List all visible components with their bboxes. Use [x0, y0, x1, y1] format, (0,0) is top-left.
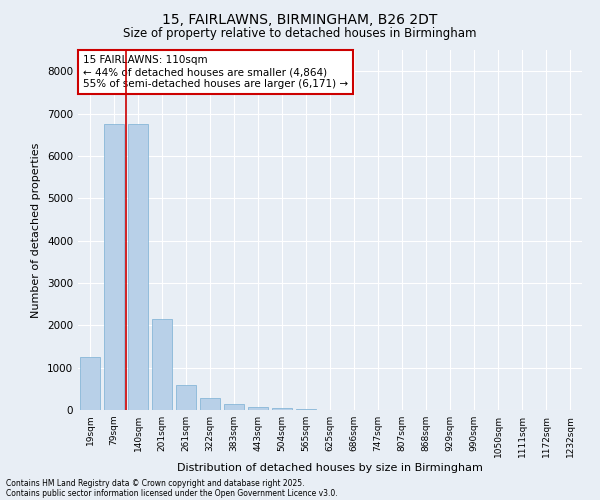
- Bar: [296, 409, 316, 410]
- Y-axis label: Number of detached properties: Number of detached properties: [31, 142, 41, 318]
- Text: Size of property relative to detached houses in Birmingham: Size of property relative to detached ho…: [123, 28, 477, 40]
- Bar: [248, 407, 268, 410]
- Bar: [272, 408, 292, 410]
- Text: Contains public sector information licensed under the Open Government Licence v3: Contains public sector information licen…: [6, 488, 338, 498]
- Bar: [104, 124, 124, 410]
- Bar: [176, 384, 196, 410]
- Bar: [128, 124, 148, 410]
- Bar: [200, 398, 220, 410]
- X-axis label: Distribution of detached houses by size in Birmingham: Distribution of detached houses by size …: [177, 462, 483, 472]
- Bar: [152, 319, 172, 410]
- Bar: [224, 404, 244, 410]
- Bar: [80, 357, 100, 410]
- Text: Contains HM Land Registry data © Crown copyright and database right 2025.: Contains HM Land Registry data © Crown c…: [6, 478, 305, 488]
- Text: 15 FAIRLAWNS: 110sqm
← 44% of detached houses are smaller (4,864)
55% of semi-de: 15 FAIRLAWNS: 110sqm ← 44% of detached h…: [83, 56, 348, 88]
- Text: 15, FAIRLAWNS, BIRMINGHAM, B26 2DT: 15, FAIRLAWNS, BIRMINGHAM, B26 2DT: [163, 12, 437, 26]
